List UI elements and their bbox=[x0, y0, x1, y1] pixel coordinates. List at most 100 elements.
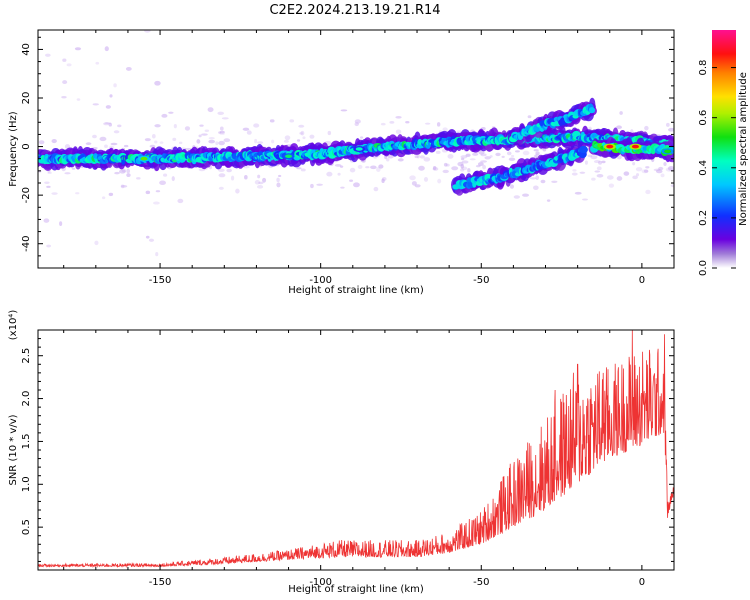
spectrogram-hotspot-core bbox=[631, 144, 639, 149]
spectrogram-speckle bbox=[173, 123, 177, 129]
spectrogram-speckle bbox=[411, 181, 417, 186]
spectrogram-speckle bbox=[598, 160, 602, 165]
spectrogram-speckle bbox=[478, 150, 485, 155]
spectrogram-speckle bbox=[359, 136, 364, 139]
spectrogram-speckle bbox=[126, 173, 131, 178]
spectrogram-speckle bbox=[522, 150, 530, 156]
spectrogram-speckle bbox=[663, 161, 667, 166]
spectrogram-speckle bbox=[579, 171, 586, 174]
spectrogram-speckle bbox=[477, 162, 484, 167]
spectrogram-speckle bbox=[596, 173, 604, 178]
spectrogram-speckle bbox=[99, 136, 107, 142]
spectrogram-speckle bbox=[219, 126, 224, 131]
spectrogram-speckle bbox=[587, 154, 593, 158]
spectrogram-speckle bbox=[159, 141, 164, 144]
colorbar-tick-label: 0.2 bbox=[698, 210, 709, 226]
spectrogram-speckle bbox=[381, 177, 387, 181]
y-tick-label: 1.0 bbox=[21, 476, 32, 492]
spectrogram-speckle bbox=[655, 169, 663, 174]
spectrogram-speckle bbox=[218, 140, 225, 146]
spectrogram-speckle bbox=[126, 168, 131, 174]
spectrogram-speckle bbox=[623, 171, 630, 176]
spectrogram-speckle bbox=[258, 181, 264, 185]
spectrogram-speckle bbox=[218, 173, 226, 178]
spectrogram-speckle bbox=[155, 190, 161, 193]
spectrogram-speckle bbox=[460, 168, 465, 172]
spectrogram-speckle bbox=[196, 139, 201, 144]
spectrogram-hotspot bbox=[603, 143, 616, 150]
snr-marks bbox=[38, 330, 674, 569]
spectrogram-speckle bbox=[296, 139, 301, 142]
spectrogram-speckle bbox=[340, 186, 345, 189]
spectrogram-speckle bbox=[208, 139, 216, 144]
colorbar-label: Normalized spectral amplitude bbox=[738, 72, 749, 226]
spectrogram-speckle bbox=[230, 175, 235, 181]
colorbar-tick-label: 0.8 bbox=[698, 60, 709, 76]
spectrogram-speckle bbox=[424, 122, 431, 125]
spectrogram-speckle bbox=[283, 139, 289, 143]
spectrogram-speckle bbox=[381, 178, 385, 184]
x-tick-label: -100 bbox=[309, 577, 332, 588]
spectrogram-speckle bbox=[92, 103, 99, 106]
spectrogram-speckle bbox=[461, 160, 469, 164]
spectrogram-ticks: -150 -100 -50 0 -40 -20 0 20 40 bbox=[21, 30, 675, 286]
spectrogram-speckle bbox=[619, 111, 623, 115]
spectrogram-speckle bbox=[151, 134, 156, 139]
spectrogram-hotspot bbox=[629, 143, 642, 150]
spectrogram-speckle bbox=[596, 166, 602, 171]
snr-x-label: Height of straight line (km) bbox=[288, 584, 424, 595]
spectrogram-speckle bbox=[582, 198, 588, 201]
spectrogram-speckle bbox=[110, 142, 118, 146]
spectrogram-speckle bbox=[172, 137, 177, 142]
spectrogram-speckle bbox=[217, 111, 225, 115]
spectrogram-speckle bbox=[154, 80, 161, 86]
spectrogram-speckle bbox=[632, 175, 638, 180]
spectrogram-speckle bbox=[456, 130, 462, 133]
spectrogram-speckle bbox=[540, 179, 546, 184]
spectrogram-speckle bbox=[215, 141, 219, 146]
spectrogram-frame bbox=[37, 29, 675, 269]
spectrogram-speckle bbox=[51, 139, 57, 144]
spectrogram-speckle bbox=[62, 58, 67, 62]
spectrogram-speckle bbox=[376, 167, 381, 173]
colorbar: 0.0 0.2 0.4 0.6 0.8 Normalized spectral ampl… bbox=[698, 30, 749, 276]
spectrogram-speckle bbox=[644, 125, 649, 131]
spectrogram-speckle bbox=[418, 165, 425, 171]
spectrogram-speckle bbox=[667, 127, 674, 132]
spectrogram-speckle bbox=[47, 171, 52, 174]
spectrogram-speckle bbox=[395, 115, 402, 119]
spectrogram-speckle bbox=[349, 179, 354, 182]
spectrogram-hotspot bbox=[138, 155, 150, 162]
spectrogram-speckle bbox=[572, 169, 577, 172]
spectrogram-speckle bbox=[435, 150, 441, 155]
spectrogram-speckle bbox=[198, 134, 202, 138]
spectrogram-speckle bbox=[120, 184, 125, 189]
spectrogram-speckle bbox=[397, 158, 404, 162]
spectrogram-speckle bbox=[571, 172, 578, 176]
spectrogram-panel: -150 -100 -50 0 -40 -20 0 20 40 Height of straig… bbox=[8, 29, 675, 296]
spectrogram-hotspot-core bbox=[285, 154, 293, 159]
snr-y-label: SNR (10 * v/v) bbox=[8, 414, 19, 485]
spectrogram-blob bbox=[579, 145, 588, 154]
snr-background bbox=[38, 330, 674, 570]
spectrogram-speckle bbox=[46, 185, 51, 188]
spectrogram-speckle bbox=[467, 168, 471, 173]
snr-multiplier-label: (x10⁴) bbox=[8, 310, 19, 341]
spectrogram-speckle bbox=[276, 177, 280, 183]
spectrogram-speckle bbox=[310, 183, 314, 189]
spectrogram-speckle bbox=[113, 130, 120, 134]
spectrogram-speckle bbox=[489, 155, 493, 158]
spectrogram-speckle bbox=[416, 153, 420, 159]
spectrogram-speckle bbox=[289, 119, 295, 123]
y-tick-label: -40 bbox=[21, 236, 32, 252]
spectrogram-speckle bbox=[45, 53, 51, 57]
spectrogram-speckle bbox=[75, 192, 80, 195]
spectrogram-speckle bbox=[472, 152, 479, 156]
spectrogram-speckle bbox=[484, 156, 491, 160]
x-tick-label: -50 bbox=[473, 275, 489, 286]
spectrogram-speckle bbox=[480, 160, 488, 163]
spectrogram-hotspot-core bbox=[355, 147, 363, 151]
spectrogram-speckle bbox=[354, 119, 361, 124]
spectrogram-speckle bbox=[269, 119, 275, 123]
spectrogram-speckle bbox=[451, 166, 459, 171]
